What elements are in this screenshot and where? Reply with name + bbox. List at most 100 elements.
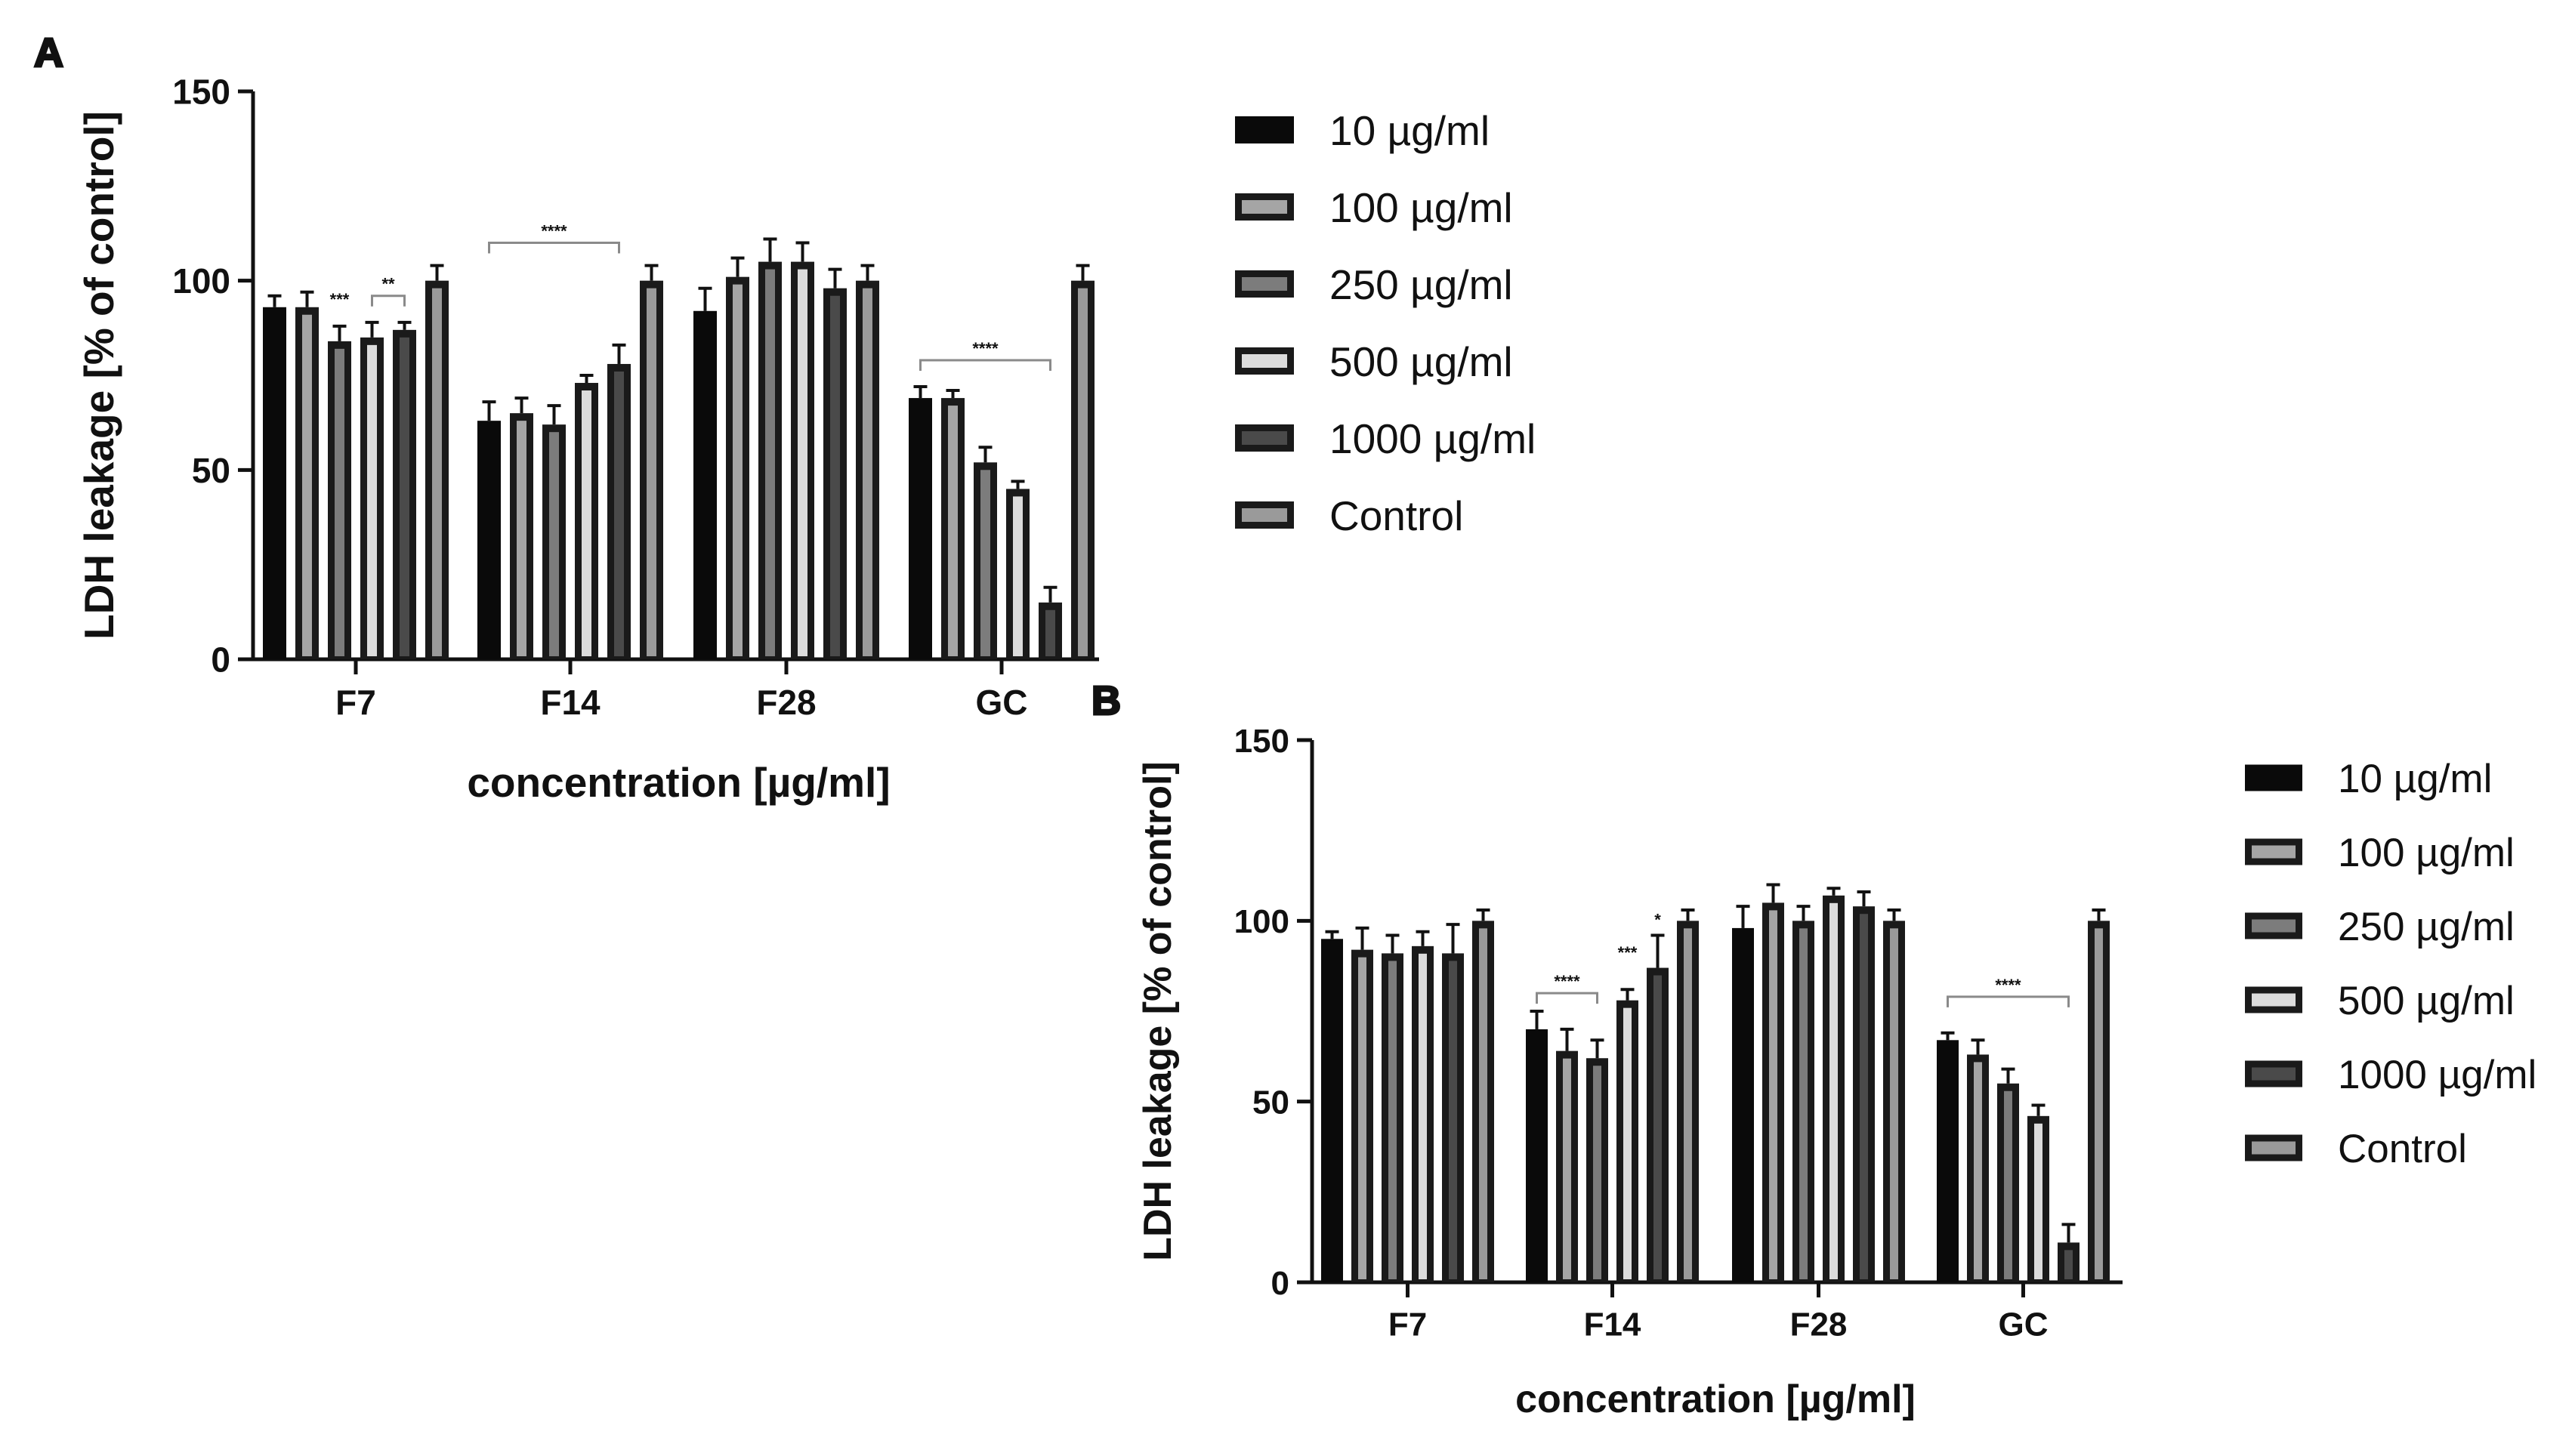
bar-gc-series-5 [2088, 908, 2110, 1282]
bar-f7-series-4 [1442, 923, 1464, 1282]
significance-bracket [1947, 995, 2070, 1007]
legend-swatch-fill [2252, 993, 2296, 1007]
significance-label: **** [1995, 976, 2021, 995]
x-tick-label-f7: F7 [1388, 1306, 1427, 1343]
legend-item-0: 10 µg/ml [2245, 757, 2492, 801]
bar-fill [1013, 496, 1023, 656]
bar [477, 421, 501, 659]
legend-swatch-fill [1242, 354, 1287, 368]
bar-fill [582, 390, 591, 656]
significance-label: ** [381, 275, 395, 294]
y-tick-label: 100 [1234, 903, 1289, 940]
significance-label: *** [1618, 943, 1638, 962]
bar-fill [549, 432, 559, 656]
bar-f28-series-3 [791, 241, 814, 660]
x-tick-label-f14: F14 [1584, 1306, 1641, 1343]
x-tick-label-f14: F14 [540, 683, 601, 722]
bar-gc-series-3 [2027, 1103, 2049, 1282]
legend-item-1: 100 µg/ml [1235, 184, 1513, 231]
legend-swatch-fill [1242, 200, 1287, 214]
significance-label: * [1654, 911, 1661, 930]
bar-f7-series-4 [393, 320, 416, 659]
bar-fill [1358, 957, 1366, 1279]
bar-f14-series-4 [1647, 933, 1669, 1282]
legend-item-1: 100 µg/ml [2245, 831, 2515, 875]
legend-label: 250 µg/ml [1329, 261, 1513, 308]
bar-f28-series-4 [823, 267, 847, 659]
bar-f28-series-1 [1762, 883, 1784, 1282]
legend-swatch-fill [1242, 431, 1287, 445]
panel-label: B [1091, 678, 1121, 723]
legend-swatch-fill [1242, 277, 1287, 291]
legend-item-3: 500 µg/ml [2245, 979, 2515, 1023]
significance-marker: * [1654, 911, 1661, 930]
bar-fill [863, 288, 872, 656]
significance-bracket [1536, 992, 1598, 1004]
y-axis-title: LDH leakage [% of control] [76, 111, 122, 640]
legend-label: 500 µg/ml [2338, 979, 2515, 1023]
bar-fill [1890, 928, 1898, 1279]
bar [693, 310, 717, 659]
bar-fill [367, 344, 377, 656]
significance-label: *** [330, 290, 350, 309]
y-tick-label: 150 [1234, 723, 1289, 760]
legend-label: 10 µg/ml [1329, 107, 1490, 154]
bar-gc-series-1 [941, 389, 965, 659]
bar-fill [1653, 975, 1662, 1279]
bar-f14-series-5 [1677, 908, 1699, 1282]
bar-f14-series-4 [607, 343, 631, 659]
bar-fill [798, 269, 807, 657]
bar-f14-series-2 [1586, 1038, 1608, 1282]
bar-fill [1419, 953, 1427, 1279]
bar-f7-series-1 [295, 290, 319, 659]
legend-label: 1000 µg/ml [2338, 1053, 2536, 1097]
bar-f14-series-0 [477, 400, 501, 659]
legend-label: 250 µg/ml [2338, 905, 2515, 949]
legend-item-5: Control [2245, 1127, 2467, 1171]
legend: 10 µg/ml 100 µg/ml 250 µg/ml 500 µg/ml 1000 … [1235, 107, 1536, 539]
bar-gc-series-2 [1997, 1067, 2019, 1282]
legend-label: 100 µg/ml [2338, 831, 2515, 875]
bar-fill [1449, 961, 1457, 1279]
chart-panel-a: A 0 50 100 150 LDH leakage [% of control] conc… [33, 29, 1536, 807]
bar [1526, 1029, 1548, 1282]
bar-f7-series-2 [328, 324, 351, 659]
bar-fill [948, 406, 958, 656]
y-tick-label: 50 [1252, 1084, 1289, 1121]
bar-fill [614, 371, 624, 656]
y-tick-label: 150 [172, 72, 230, 112]
bar-f14-series-0 [1526, 1010, 1548, 1282]
legend-label: 1000 µg/ml [1329, 415, 1536, 462]
y-tick-label: 100 [172, 261, 230, 301]
bar-fill [1078, 288, 1088, 656]
y-tick-label: 50 [192, 451, 230, 490]
bar-f14-series-3 [575, 374, 598, 659]
legend-swatch-fill [2252, 1067, 2296, 1081]
bar-fill [1593, 1066, 1601, 1279]
bar-gc-series-0 [909, 385, 932, 659]
bar-f7-series-2 [1382, 933, 1403, 1282]
significance-marker: ** [371, 275, 406, 307]
y-tick-label: 0 [1271, 1265, 1289, 1302]
bar-fill [1479, 928, 1487, 1279]
bar [1937, 1040, 1959, 1282]
x-axis-title: concentration [µg/ml] [467, 759, 890, 806]
bar-gc-series-4 [2058, 1223, 2080, 1282]
x-tick-label-f28: F28 [1790, 1306, 1848, 1343]
bar-f28-series-5 [856, 264, 879, 659]
bar-gc-series-1 [1967, 1038, 1989, 1282]
legend-label: Control [2338, 1127, 2467, 1171]
legend: 10 µg/ml 100 µg/ml 250 µg/ml 500 µg/ml 1000 … [2245, 757, 2536, 1171]
bar-f7-series-5 [1472, 908, 1494, 1282]
bar-f28-series-2 [1792, 905, 1814, 1282]
legend-label: Control [1329, 492, 1463, 539]
legend-swatch [2245, 764, 2302, 791]
x-tick-label-gc: GC [976, 683, 1028, 722]
bar-f14-series-1 [510, 396, 533, 659]
legend-item-0: 10 µg/ml [1235, 107, 1490, 154]
legend-label: 10 µg/ml [2338, 757, 2492, 801]
legend-item-4: 1000 µg/ml [1235, 415, 1536, 462]
bar-f7-series-0 [263, 294, 286, 659]
significance-label: **** [1554, 972, 1580, 991]
